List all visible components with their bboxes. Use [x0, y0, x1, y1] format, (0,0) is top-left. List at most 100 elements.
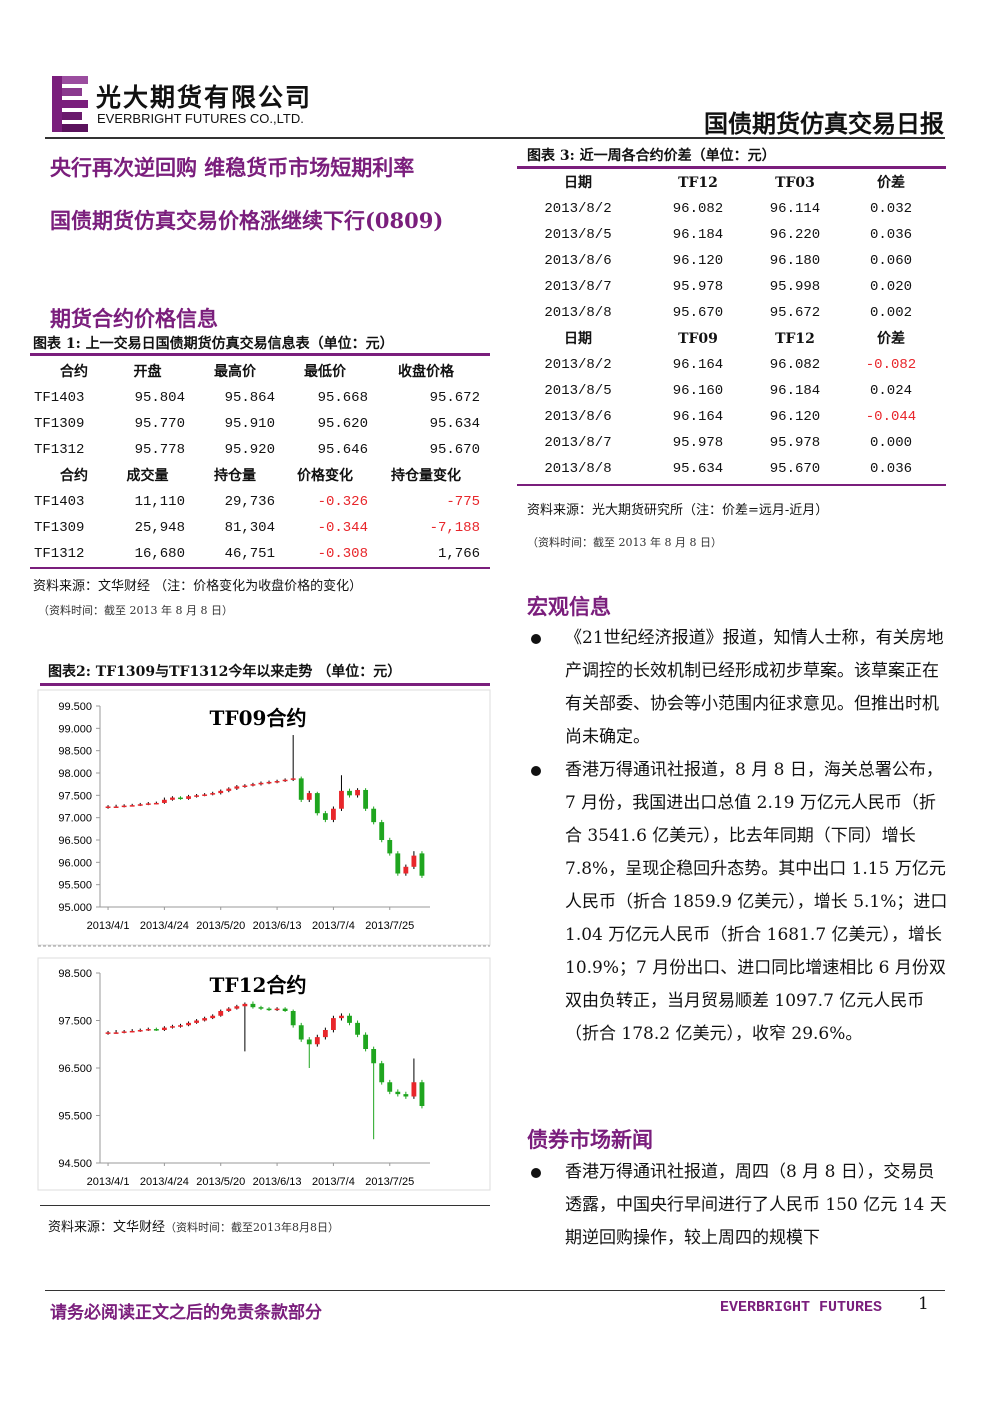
- candle-body: [387, 1082, 393, 1092]
- header-cell: TF09: [678, 331, 718, 347]
- candle-body: [290, 778, 296, 780]
- bullet-item: 香港万得通讯社报道，周四（8 月 8 日），交易员透露，中国央行早间进行了人民币…: [525, 1156, 950, 1255]
- header-cell: 持仓量: [214, 468, 256, 484]
- x-tick-label: 2013/7/4: [312, 920, 355, 932]
- candle-body: [331, 808, 336, 820]
- candle-body: [250, 784, 256, 786]
- y-tick-label: 97.500: [58, 1016, 92, 1028]
- bullet-dot: [531, 634, 541, 644]
- x-tick-label: 2013/4/1: [87, 1176, 130, 1188]
- cell: 95.864: [224, 390, 275, 406]
- bullet-dot: [531, 766, 541, 776]
- cell: TF1309: [34, 520, 85, 536]
- header-cell: 最高价: [214, 364, 256, 380]
- header-cell: TF12: [775, 331, 815, 347]
- bullets: 香港万得通讯社报道，周四（8 月 8 日），交易员透露，中国央行早间进行了人民币…: [525, 1156, 950, 1255]
- header-cell: TF03: [775, 175, 815, 191]
- cell: TF1312: [34, 546, 85, 562]
- cell: 95.804: [134, 390, 185, 406]
- logo: [52, 76, 88, 132]
- cell: 2013/8/2: [544, 201, 612, 217]
- chart-frame: [37, 957, 491, 1191]
- candle-body: [186, 1022, 191, 1026]
- rule: [30, 353, 490, 356]
- candle-body: [145, 1029, 151, 1031]
- x-tick-label: 2013/7/25: [365, 1176, 414, 1188]
- source: 资料来源：光大期货研究所（注：价差=远月-近月）: [527, 503, 829, 518]
- company-en: EVERBRIGHT FUTURES CO.,LTD.: [97, 111, 304, 126]
- candle-body: [387, 840, 393, 854]
- candle-body: [282, 779, 288, 782]
- candle-body: [274, 1008, 280, 1011]
- candle-body: [347, 1015, 352, 1023]
- cell: -0.326: [317, 494, 368, 510]
- candle-body: [290, 1011, 296, 1026]
- cell: -0.044: [865, 409, 917, 425]
- cell: 2013/8/6: [544, 253, 612, 269]
- bullet-text: 香港万得通讯社报道，8 月 8 日，海关总署公布，7 月份，我国进出口总值 2.…: [565, 760, 948, 1044]
- candle-body: [234, 1006, 240, 1009]
- candle-body: [298, 1025, 304, 1040]
- cell: 95.634: [672, 461, 724, 477]
- candle-body: [145, 803, 151, 805]
- cell: 95.910: [224, 416, 275, 432]
- candle-body: [226, 1008, 232, 1011]
- candle-body: [210, 793, 216, 795]
- header-cell: 价差: [877, 331, 905, 347]
- cell: 95.978: [769, 435, 821, 451]
- candle-body: [178, 797, 183, 800]
- x-tick-label: 2013/6/13: [253, 920, 302, 932]
- header-cell: 日期: [564, 331, 592, 347]
- source: 资料来源：文华财经（资料时间：截至2013年8月8日）: [48, 1216, 339, 1235]
- chart-title: TF12合约: [210, 973, 307, 997]
- cell: 96.160: [672, 383, 724, 399]
- bullets: 《21世纪经济报道》报道，知情人士称，有关房地产调控的长效机制已经形成初步草案。…: [525, 622, 950, 1051]
- cell: 95.670: [429, 442, 480, 458]
- candle-body: [395, 1091, 401, 1095]
- candle-body: [266, 781, 272, 784]
- cell: 96.184: [769, 383, 821, 399]
- header-cell: 收盘价格: [398, 364, 454, 380]
- x-tick-label: 2013/4/1: [87, 920, 130, 932]
- candle-body: [355, 789, 360, 796]
- table-title: 图表 3: 近一周各合约价差（单位：元）: [527, 148, 776, 164]
- candle-body: [314, 1037, 320, 1045]
- cell: 2013/8/5: [544, 383, 612, 399]
- cell: TF1403: [34, 390, 85, 406]
- cell: 2013/8/2: [544, 357, 612, 373]
- candle-body: [419, 1082, 425, 1106]
- table-title: 图表 1: 上一交易日国债期货仿真交易信息表（单位：元）: [33, 336, 394, 352]
- bullet-text: 香港万得通讯社报道，周四（8 月 8 日），交易员透露，中国央行早间进行了人民币…: [565, 1162, 947, 1248]
- header-cell: 合约: [60, 364, 88, 380]
- candle-body: [403, 1094, 409, 1097]
- cell: 96.114: [769, 201, 821, 217]
- cell: 2013/8/6: [544, 409, 612, 425]
- candle-body: [403, 866, 409, 874]
- cell: -775: [446, 494, 480, 510]
- cell: 95.672: [429, 390, 480, 406]
- candle-body: [218, 1011, 224, 1016]
- cell: 96.220: [769, 227, 821, 243]
- rule: [40, 683, 490, 686]
- candle-body: [105, 806, 111, 808]
- rule: [30, 567, 490, 569]
- section-title: 期货合约价格信息: [50, 306, 218, 331]
- cell: 95.670: [672, 305, 724, 321]
- header-cell: 最低价: [304, 364, 346, 380]
- x-tick-label: 2013/7/4: [312, 1176, 355, 1188]
- candle-body: [419, 853, 425, 876]
- rule: [517, 484, 946, 486]
- x-tick-label: 2013/5/20: [196, 1176, 245, 1188]
- chart-frame: [37, 689, 491, 946]
- cell: 16,680: [134, 546, 185, 562]
- cell: 2013/8/5: [544, 227, 612, 243]
- y-tick-label: 95.500: [58, 880, 92, 892]
- cell: 95.770: [134, 416, 185, 432]
- y-tick-label: 99.000: [58, 723, 92, 735]
- cell: 2013/8/8: [544, 461, 612, 477]
- rule: [40, 1205, 490, 1206]
- y-tick-label: 97.500: [58, 790, 92, 802]
- bullet-item: 香港万得通讯社报道，8 月 8 日，海关总署公布，7 月份，我国进出口总值 2.…: [525, 754, 950, 1051]
- cell: 95.978: [672, 279, 724, 295]
- candle-body: [250, 1003, 256, 1008]
